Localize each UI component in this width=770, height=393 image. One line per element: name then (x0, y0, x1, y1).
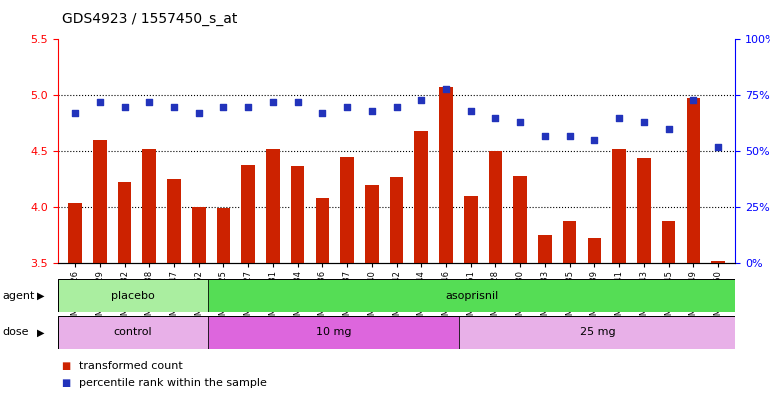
Point (242, 103, 254, 110)
Bar (340, 157, 354, 263)
Point (341, 103, 353, 110)
Text: 25 mg: 25 mg (580, 327, 615, 337)
Point (143, 99, 156, 105)
Point (390, 103, 403, 110)
Bar (167, 179, 181, 263)
Bar (266, 149, 280, 263)
Text: placebo: placebo (111, 291, 155, 301)
Bar (612, 149, 626, 263)
Bar (661, 221, 675, 263)
Text: control: control (114, 327, 152, 337)
Point (564, 132, 576, 139)
Bar (439, 88, 453, 263)
Point (712, 144, 725, 150)
Text: 10 mg: 10 mg (316, 327, 352, 337)
Point (366, 108, 378, 114)
Bar (209, 279, 735, 312)
Bar (93, 140, 106, 263)
Bar (489, 151, 502, 263)
Point (588, 137, 601, 143)
Point (440, 85, 452, 92)
Point (292, 99, 304, 105)
Point (415, 97, 427, 103)
Text: ▶: ▶ (37, 327, 45, 337)
Bar (538, 235, 552, 263)
Point (662, 126, 675, 132)
Bar (687, 97, 700, 263)
Bar (390, 177, 403, 263)
Bar (142, 149, 156, 263)
Point (69, 110, 81, 116)
Bar (514, 176, 527, 263)
Bar (118, 182, 132, 263)
Bar (637, 158, 651, 263)
Bar (459, 316, 735, 349)
Bar (192, 208, 206, 263)
Point (94, 99, 106, 105)
Text: agent: agent (2, 291, 35, 301)
Point (168, 103, 180, 110)
Point (687, 97, 699, 103)
Bar (58, 316, 209, 349)
Bar (563, 221, 577, 263)
Text: transformed count: transformed count (79, 361, 182, 371)
Point (539, 132, 551, 139)
Text: percentile rank within the sample: percentile rank within the sample (79, 378, 266, 388)
Text: ■: ■ (62, 361, 71, 371)
Bar (414, 131, 428, 263)
Bar (241, 165, 255, 263)
Bar (58, 279, 209, 312)
Point (316, 110, 329, 116)
Bar (69, 203, 82, 263)
Bar (291, 166, 304, 263)
Point (514, 119, 527, 125)
Bar (216, 208, 230, 263)
Bar (209, 316, 459, 349)
Text: asoprisnil: asoprisnil (445, 291, 498, 301)
Bar (711, 261, 725, 263)
Point (266, 99, 279, 105)
Point (192, 110, 205, 116)
Point (638, 119, 650, 125)
Bar (588, 237, 601, 263)
Text: ▶: ▶ (37, 291, 45, 301)
Point (464, 108, 477, 114)
Point (613, 114, 625, 121)
Text: dose: dose (2, 327, 28, 337)
Bar (316, 198, 329, 263)
Bar (464, 196, 477, 263)
Point (119, 103, 131, 110)
Text: ■: ■ (62, 378, 71, 388)
Bar (365, 185, 379, 263)
Point (217, 103, 229, 110)
Point (489, 114, 501, 121)
Text: GDS4923 / 1557450_s_at: GDS4923 / 1557450_s_at (62, 12, 237, 26)
